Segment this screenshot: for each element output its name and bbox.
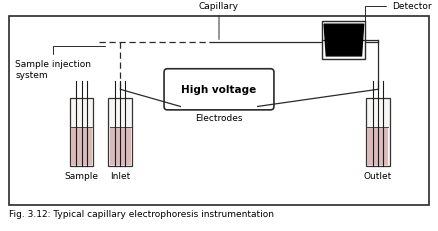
Bar: [9, 17, 429, 205]
Polygon shape: [324, 25, 364, 57]
Text: Sample injection
system: Sample injection system: [15, 47, 105, 79]
Bar: [367, 128, 389, 165]
FancyBboxPatch shape: [164, 70, 274, 110]
Text: Fig. 3.12: Typical capillary electrophoresis instrumentation: Fig. 3.12: Typical capillary electrophor…: [9, 209, 274, 218]
Text: Outlet: Outlet: [364, 171, 392, 180]
Bar: [71, 128, 92, 165]
Text: Inlet: Inlet: [110, 171, 131, 180]
Text: Detector: Detector: [365, 2, 431, 38]
Text: Electrodes: Electrodes: [195, 113, 243, 122]
Text: Capillary: Capillary: [199, 2, 239, 40]
Text: High voltage: High voltage: [181, 85, 257, 95]
Bar: [322, 22, 365, 60]
Bar: [110, 128, 131, 165]
Bar: [70, 98, 93, 167]
Bar: [366, 98, 390, 167]
Bar: [109, 98, 132, 167]
Text: Sample: Sample: [65, 171, 99, 180]
